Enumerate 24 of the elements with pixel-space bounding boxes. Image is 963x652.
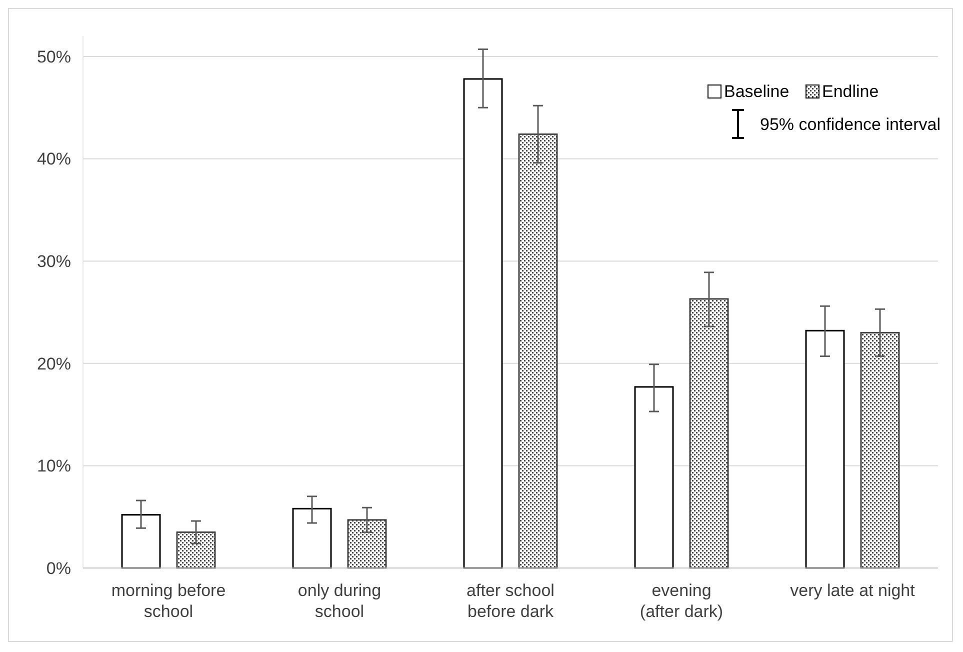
y-tick-label: 40% [36, 150, 71, 169]
x-tick-label: very late at night [790, 581, 916, 600]
annotation: 95% confidence interval [760, 115, 941, 134]
x-tick-label: only during school [298, 581, 382, 621]
legend-label: Endline [822, 82, 879, 101]
y-tick-label: 50% [36, 47, 71, 66]
y-tick-label: 20% [36, 354, 71, 374]
bar [347, 519, 387, 569]
y-tick-label: 10% [36, 456, 71, 476]
bar [463, 78, 503, 569]
bar [518, 133, 558, 569]
bar [121, 514, 161, 569]
x-tick-label: after school before dark [466, 581, 554, 621]
bar [689, 298, 729, 569]
bar [176, 531, 216, 569]
bar [860, 332, 900, 569]
bar [805, 330, 845, 569]
legend-label: Baseline [724, 82, 790, 101]
bar [292, 508, 332, 569]
y-tick-label: 0% [46, 558, 71, 578]
y-tick-label: 30% [36, 252, 71, 272]
x-tick-label: evening (after dark) [640, 581, 724, 621]
bar [634, 386, 674, 569]
x-tick-label: morning before school [111, 581, 226, 621]
